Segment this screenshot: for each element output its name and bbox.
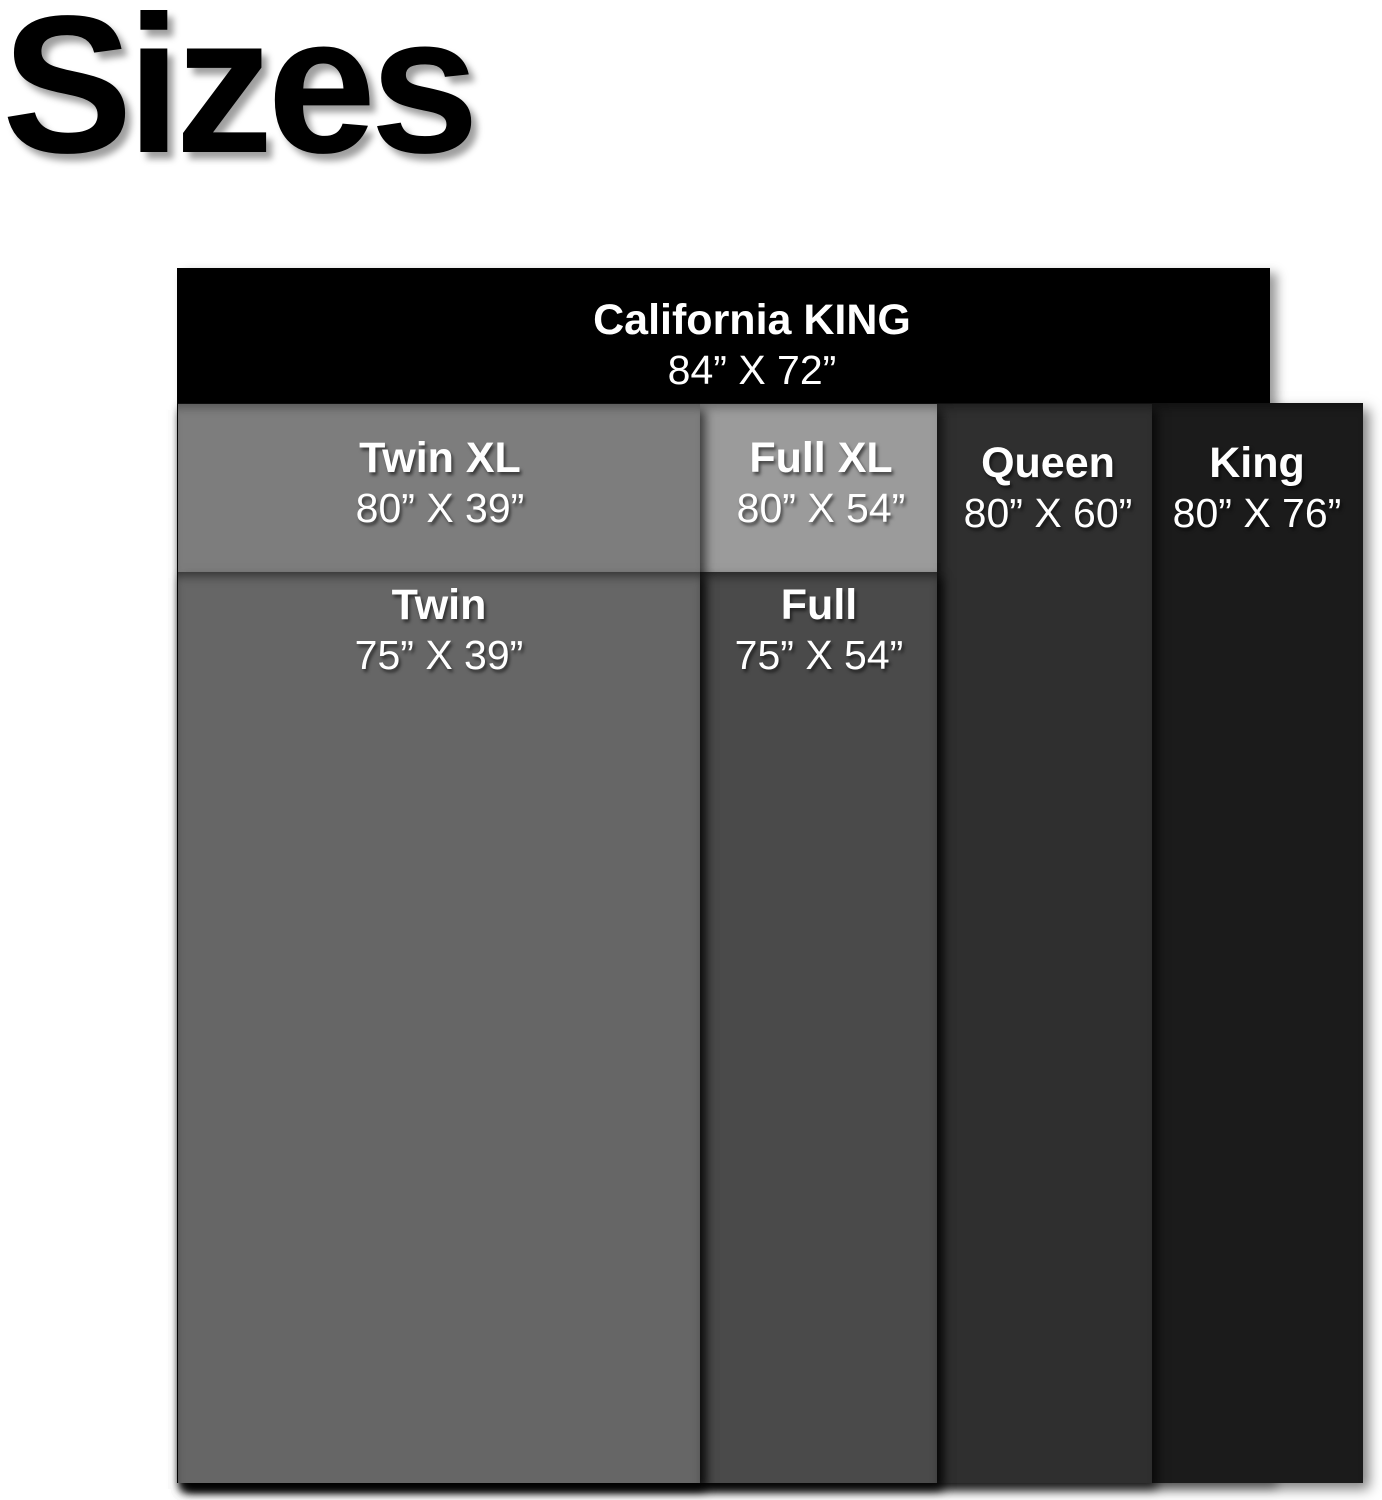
twin-xl-label: Twin XL 80” X 39” (356, 433, 525, 533)
full-name: Full (780, 581, 858, 629)
full-xl-label: Full XL 80” X 54” (737, 433, 906, 533)
cal-king-dims: 84” X 72” (667, 347, 837, 393)
full-xl-name: Full XL (749, 434, 893, 482)
twin-xl-name: Twin XL (359, 434, 521, 482)
queen-label: Queen 80” X 60” (964, 438, 1133, 538)
twin-name: Twin (391, 581, 487, 629)
king-label: King 80” X 76” (1173, 438, 1342, 538)
full-label: Full 75” X 54” (735, 580, 904, 680)
cal-king-label: California KING 84” X 72” (593, 295, 911, 395)
page-title: Sizes (2, 0, 479, 194)
cal-king-name: California KING (593, 296, 911, 344)
queen-dims: 80” X 60” (963, 490, 1133, 536)
twin-dims: 75” X 39” (354, 632, 524, 678)
queen-name: Queen (981, 439, 1115, 487)
king-name: King (1209, 439, 1305, 487)
twin-rect (178, 572, 700, 1483)
twin-xl-dims: 80” X 39” (355, 485, 525, 531)
full-xl-dims: 80” X 54” (736, 485, 906, 531)
twin-label: Twin 75” X 39” (355, 580, 524, 680)
full-dims: 75” X 54” (734, 632, 904, 678)
king-dims: 80” X 76” (1172, 490, 1342, 536)
